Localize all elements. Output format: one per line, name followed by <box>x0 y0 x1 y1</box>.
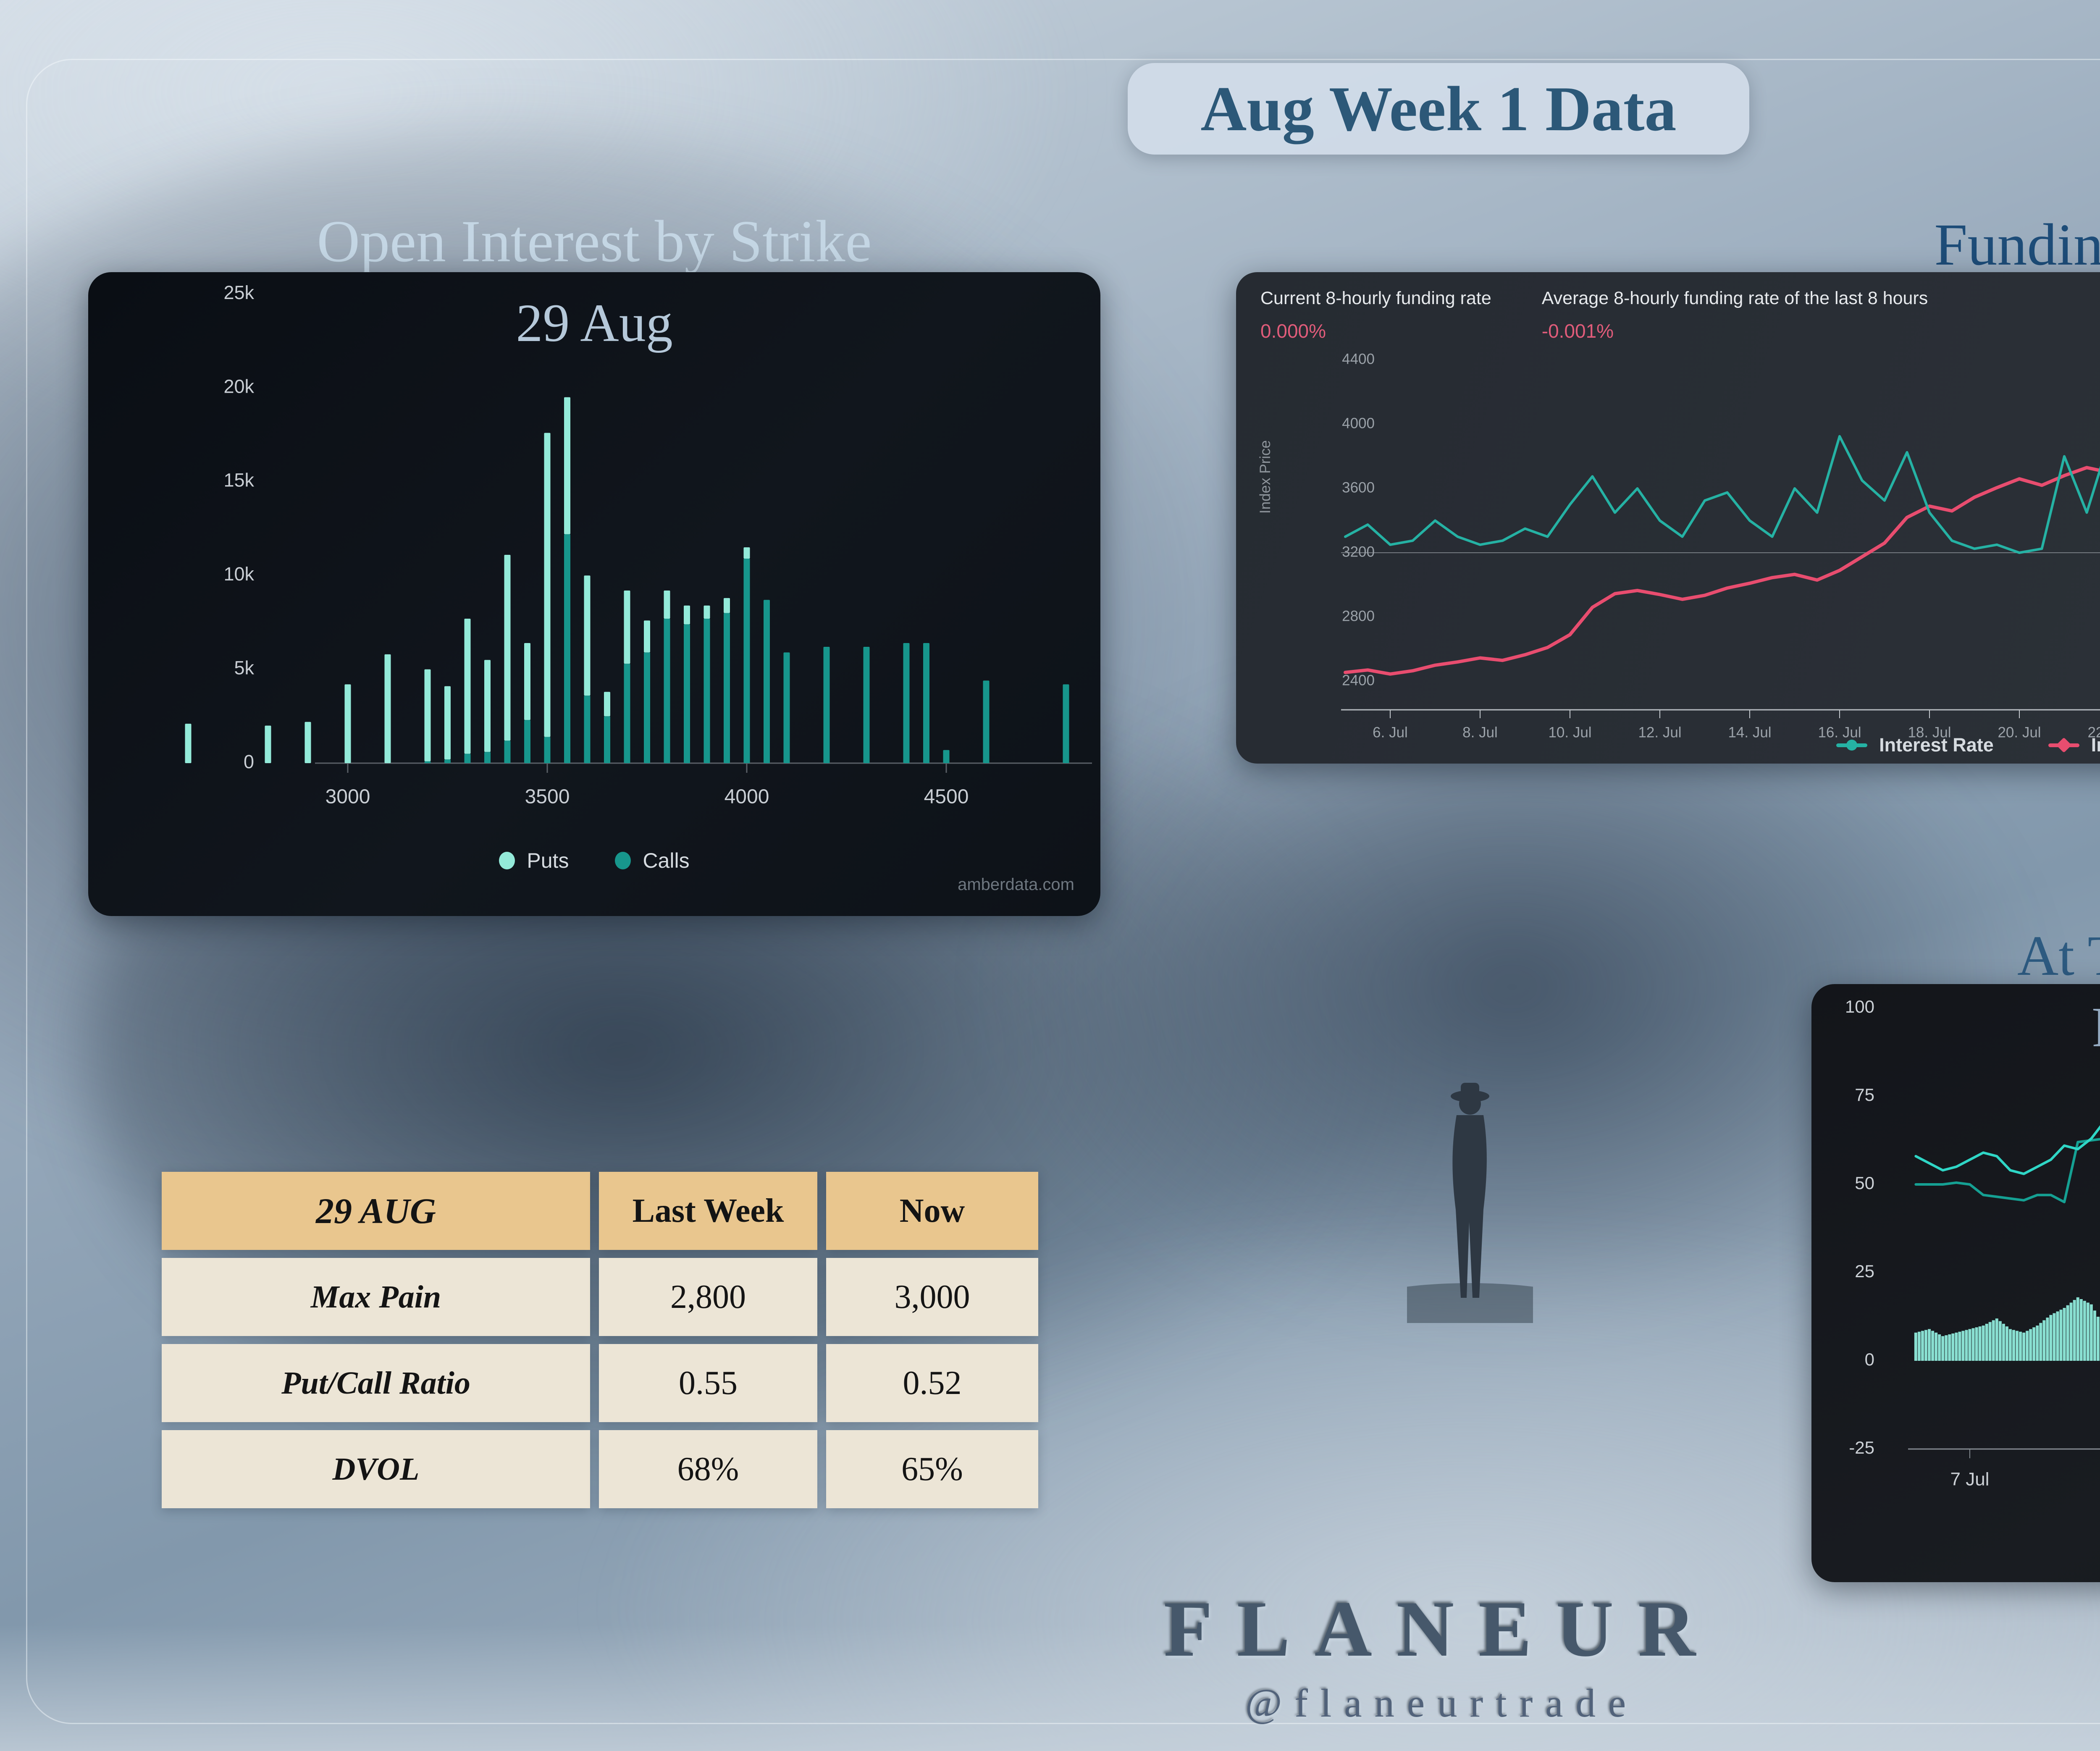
svg-text:3200: 3200 <box>1342 543 1375 560</box>
atm-chart-panel: 1007550250-257 Jul14 Jul21 Jul28 Jul4 Au… <box>1811 984 2100 1582</box>
svg-text:5k: 5k <box>234 657 254 678</box>
oi-legend: Puts Calls <box>88 848 1100 873</box>
oi-plot: 0 5k 10k 15k 20k 25k 3000 3500 4000 4500 <box>88 272 1100 916</box>
svg-text:3600: 3600 <box>1342 479 1375 496</box>
atm-legend: VRP ATM Parkinson RV <box>1811 1521 2100 1545</box>
svg-text:10k: 10k <box>223 563 254 585</box>
oi-legend-puts[interactable]: Puts <box>499 848 569 873</box>
svg-text:4000: 4000 <box>724 786 769 808</box>
table-max-pain-last-week: 2,800 <box>599 1258 817 1336</box>
oi-legend-calls[interactable]: Calls <box>615 848 689 873</box>
funding-plot: 4400400036003200280024000.0480.0320.0160… <box>1236 272 2100 764</box>
funding-chart-panel: Current 8-hourly funding rate 0.000% Ave… <box>1236 272 2100 764</box>
oi-chart-title: Open Interest by Strike <box>88 207 1100 276</box>
funding-legend-index-price-label: Index Price <box>2091 734 2100 756</box>
svg-text:7 Jul: 7 Jul <box>1950 1469 1990 1490</box>
table-put-call-last-week: 0.55 <box>599 1344 817 1422</box>
svg-text:2800: 2800 <box>1342 608 1375 624</box>
oi-legend-calls-label: Calls <box>643 848 689 873</box>
index-price-marker-icon <box>2048 743 2079 747</box>
svg-text:4500: 4500 <box>924 786 969 808</box>
svg-text:4400: 4400 <box>1342 351 1375 367</box>
table-dvol-last-week: 68% <box>599 1430 817 1508</box>
svg-text:20k: 20k <box>223 375 254 397</box>
page-title-pill: Aug Week 1 Data <box>1128 63 1749 155</box>
oi-legend-puts-label: Puts <box>527 848 569 873</box>
svg-text:25k: 25k <box>223 282 254 303</box>
funding-legend-interest-rate-label: Interest Rate <box>1879 734 1994 756</box>
table-header-last-week: Last Week <box>599 1172 817 1250</box>
interest-rate-dot-icon <box>1846 740 1857 751</box>
svg-text:15k: 15k <box>223 470 254 491</box>
brand-logo-text: FLANEUR <box>0 1583 2100 1675</box>
funding-chart-title: Funding Rate <box>1802 210 2100 279</box>
brand-handle: @flaneurtrade <box>0 1680 2100 1726</box>
svg-text:50: 50 <box>1855 1173 1874 1193</box>
svg-text:3500: 3500 <box>525 786 570 808</box>
table-row-put-call-label: Put/Call Ratio <box>162 1344 590 1422</box>
funding-legend-interest-rate[interactable]: Interest Rate <box>1836 734 1994 756</box>
svg-text:25: 25 <box>1855 1261 1874 1281</box>
svg-text:4000: 4000 <box>1342 415 1375 431</box>
funding-legend: Interest Rate Index Price <box>1236 734 2100 756</box>
table-header-expiry: 29 AUG <box>162 1172 590 1250</box>
table-row-dvol-label: DVOL <box>162 1430 590 1508</box>
svg-text:0: 0 <box>244 751 254 772</box>
atm-chart-title-line1: At The Money (ATM) vs <box>1811 923 2100 989</box>
svg-text:2400: 2400 <box>1342 672 1375 688</box>
atm-plot: 1007550250-257 Jul14 Jul21 Jul28 Jul4 Au… <box>1811 984 2100 1582</box>
index-price-diamond-icon <box>2056 738 2071 753</box>
atm-chart-title-line2: Realized Volatility <box>1811 995 2100 1060</box>
oi-chart-panel: 29 Aug 0 5k 10k 15k 20k 25k 3000 3500 4000 4500 P… <box>88 272 1100 916</box>
interest-rate-marker-icon <box>1836 743 1867 747</box>
svg-text:75: 75 <box>1855 1085 1874 1105</box>
amberdata-watermark: amberdata.com <box>958 875 1074 894</box>
funding-legend-index-price[interactable]: Index Price <box>2048 734 2100 756</box>
svg-text:-25: -25 <box>1849 1438 1874 1457</box>
table-max-pain-now: 3,000 <box>826 1258 1038 1336</box>
table-header-now: Now <box>826 1172 1038 1250</box>
table-dvol-now: 65% <box>826 1430 1038 1508</box>
dashboard: Aug Week 1 Data Open Interest by Strike … <box>0 0 2100 1751</box>
calls-dot-icon <box>615 852 631 869</box>
puts-dot-icon <box>499 852 515 869</box>
svg-text:3000: 3000 <box>326 786 370 808</box>
table-put-call-now: 0.52 <box>826 1344 1038 1422</box>
table-row-max-pain-label: Max Pain <box>162 1258 590 1336</box>
page-title: Aug Week 1 Data <box>1200 72 1676 145</box>
svg-text:0: 0 <box>1865 1349 1874 1369</box>
summary-table: 29 AUG Last Week Now Max Pain 2,800 3,00… <box>162 1172 1037 1508</box>
